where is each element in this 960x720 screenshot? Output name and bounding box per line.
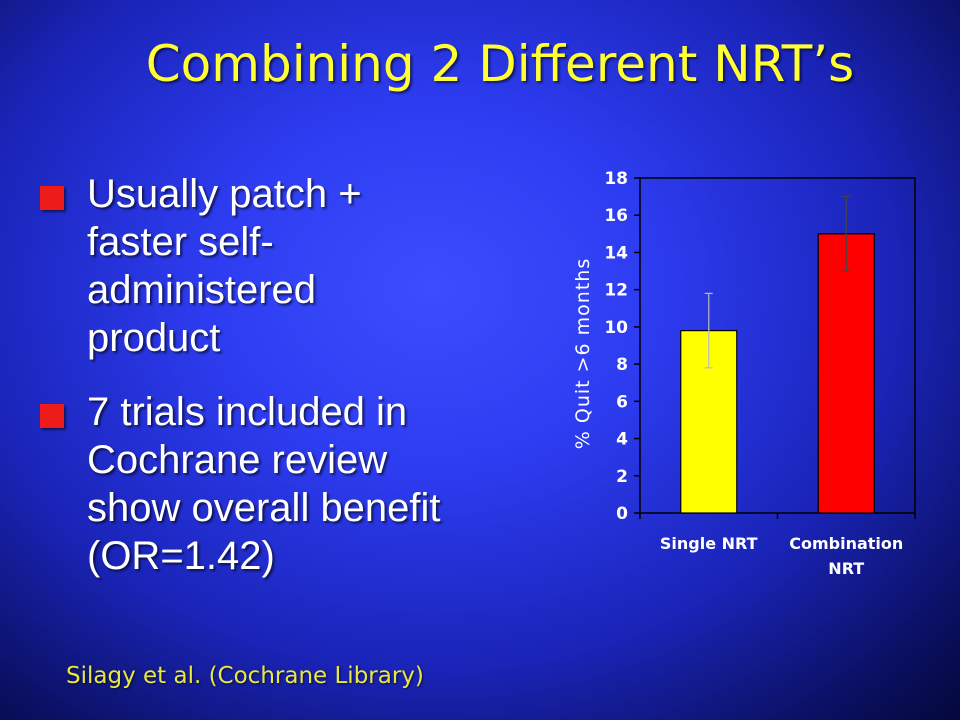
bullet-line: 7 trials included in [87, 390, 408, 434]
y-tick-label: 12 [604, 281, 628, 301]
bullet-line: Cochrane review [87, 438, 388, 482]
bullet-square-icon [40, 404, 64, 428]
y-tick-label: 10 [604, 318, 628, 338]
y-tick-label: 6 [616, 392, 628, 412]
y-tick-label: 16 [604, 206, 628, 226]
category-label: Single NRT [660, 534, 758, 553]
bullet-line: Usually patch + [87, 172, 362, 216]
bar-chart: 0 2 4 6 8 10 12 14 16 18 % Quit >6 months Single NR… [572, 169, 916, 578]
bullet-square-icon [40, 186, 64, 210]
bullet-list: Usually patch + faster self- administere… [40, 170, 520, 580]
bullet-line: faster self- [87, 220, 274, 264]
y-tick-label: 0 [616, 504, 628, 524]
source-citation: Silagy et al. (Cochrane Library) [66, 663, 424, 689]
bullet-item: 7 trials included in Cochrane review sho… [40, 388, 520, 580]
y-tick-label: 8 [616, 355, 628, 375]
bullet-line: administered [87, 268, 317, 312]
category-label: Combination [789, 534, 903, 553]
y-tick-label: 18 [604, 169, 628, 189]
bullet-line: product [87, 316, 221, 360]
bar [817, 233, 875, 514]
slide-title: Combining 2 Different NRT’s [145, 35, 855, 93]
y-tick-label: 14 [604, 243, 628, 263]
bullet-item: Usually patch + faster self- administere… [40, 170, 520, 362]
bullet-line: show overall benefit [87, 486, 441, 530]
y-tick-label: 2 [616, 467, 628, 487]
category-label: NRT [828, 559, 864, 578]
y-tick-label: 4 [616, 430, 628, 450]
y-axis-title: % Quit >6 months [572, 258, 594, 449]
bullet-line: (OR=1.42) [87, 534, 275, 578]
